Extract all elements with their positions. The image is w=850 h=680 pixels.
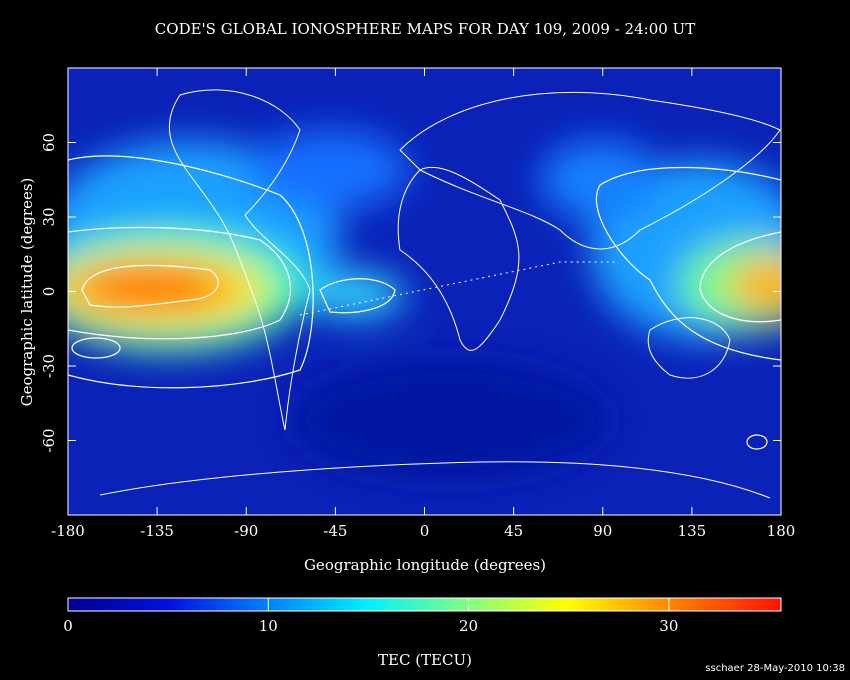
colorbar [67,597,782,612]
y-tick-label: 0 [40,287,58,297]
x-tick-label: 0 [420,522,430,540]
x-axis-label: Geographic longitude (degrees) [304,556,546,574]
x-tick-label: 135 [678,522,707,540]
y-tick-label: -60 [40,428,58,452]
x-tick-label: 90 [593,522,612,540]
y-tick-label: 30 [40,207,58,226]
y-tick-label: -30 [40,354,58,378]
coastlines [99,89,781,499]
x-tick-label: -45 [323,522,347,540]
colorbar-tick-label: 0 [63,617,73,635]
colorbar-label: TEC (TECU) [378,651,472,669]
chart-title: CODE'S GLOBAL IONOSPHERE MAPS FOR DAY 10… [155,20,695,38]
contours [68,155,781,450]
x-tick-label: 180 [767,522,796,540]
footer: sschaer 28-May-2010 10:38 [705,663,845,674]
colorbar-tick-label: 30 [659,617,678,635]
y-tick-label: 60 [40,133,58,152]
x-tick-label: -135 [140,522,174,540]
colorbar-tick-label: 20 [459,617,478,635]
x-tick-label: 45 [504,522,523,540]
x-tick-label: -180 [51,522,85,540]
x-tick-label: -90 [234,522,258,540]
map-field [68,68,781,515]
colorbar-tick-label: 10 [259,617,278,635]
y-axis-label: Geographic latitude (degrees) [18,178,36,407]
